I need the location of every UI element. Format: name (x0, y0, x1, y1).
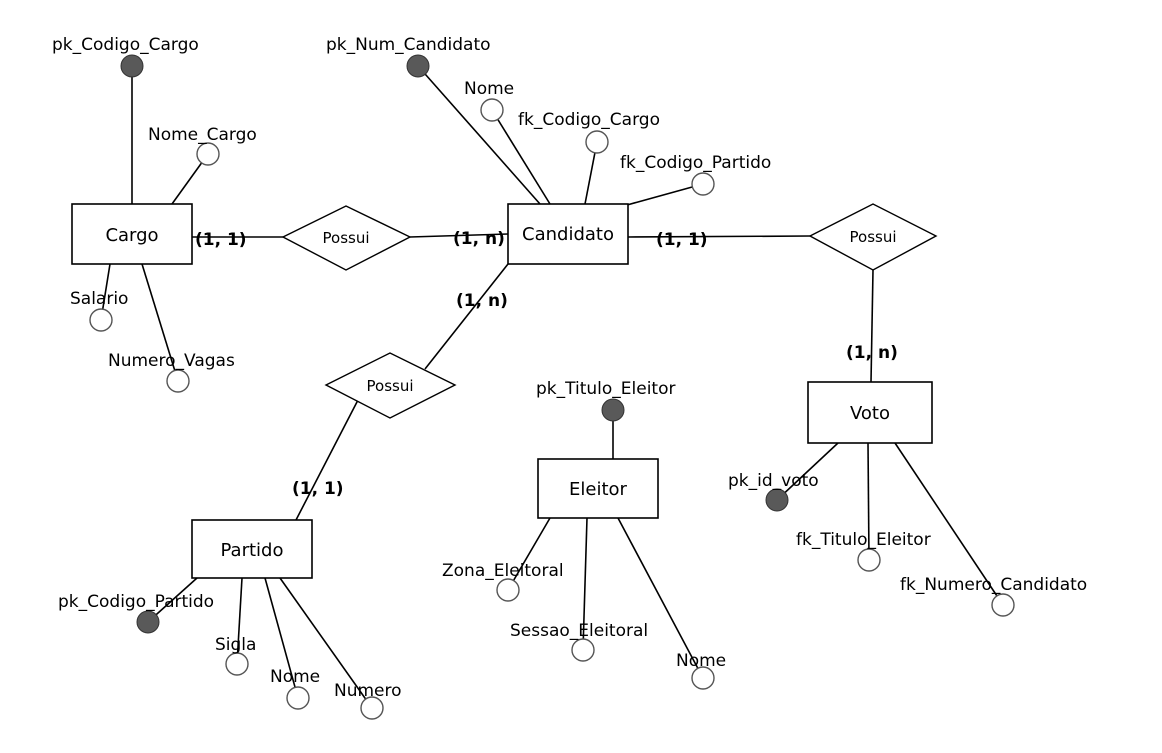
entity-candidato-label: Candidato (522, 224, 614, 245)
fk-titulo-eleitor-label: fk_Titulo_Eleitor (796, 530, 931, 550)
candidato-nome-marker[interactable] (480, 98, 504, 122)
zona-eleitoral-marker[interactable] (496, 578, 520, 602)
pk-titulo-eleitor-marker[interactable] (601, 398, 625, 422)
line-sessao-eleitoral (582, 517, 588, 651)
pk-id-voto-label: pk_id_voto (728, 471, 819, 491)
line-possui-candidato (409, 233, 509, 238)
line-pk-id-voto (776, 442, 839, 501)
pk-num-candidato-marker[interactable] (406, 54, 430, 78)
cardinality-partido-side: (1, 1) (292, 479, 344, 499)
sessao-eleitoral-marker[interactable] (571, 638, 595, 662)
entity-partido-box (191, 519, 313, 579)
line-zona-eleitoral (507, 517, 551, 591)
numero-label: Numero (334, 681, 402, 701)
pk-codigo-cargo-label: pk_Codigo_Cargo (52, 35, 199, 55)
entity-voto-box (807, 381, 933, 444)
relationship-candidato-partido-label: Possui (367, 377, 414, 395)
line-fk-numero-candidato (894, 442, 1004, 606)
line-numero (279, 577, 373, 709)
fk-codigo-partido-label: fk_Codigo_Partido (620, 153, 771, 173)
relationship-candidato-partido[interactable]: Possui (324, 352, 457, 419)
candidato-nome-label: Nome (464, 79, 514, 99)
numero-vagas-marker[interactable] (166, 369, 190, 393)
line-possui-partido (295, 399, 359, 521)
sigla-label: Sigla (215, 635, 256, 655)
entity-cargo-box (71, 203, 193, 265)
relationship-cargo-candidato[interactable]: Possui (281, 205, 412, 271)
entity-cargo-label: Cargo (105, 225, 158, 246)
fk-titulo-eleitor-marker[interactable] (857, 548, 881, 572)
line-possui-voto (870, 269, 874, 383)
pk-codigo-partido-marker[interactable] (136, 610, 160, 634)
relationship-candidato-voto-diamond (808, 203, 938, 271)
relationship-candidato-voto[interactable]: Possui (808, 203, 938, 271)
zona-eleitoral-label: Zona_Eleitoral (442, 561, 564, 581)
salario-marker[interactable] (89, 308, 113, 332)
entity-voto-label: Voto (850, 403, 890, 424)
pk-num-candidato-label: pk_Num_Candidato (326, 35, 491, 55)
relationship-candidato-voto-label: Possui (850, 228, 897, 246)
line-pk-num-candidato (417, 65, 541, 205)
partido-nome-marker[interactable] (286, 686, 310, 710)
fk-numero-candidato-label: fk_Numero_Candidato (900, 575, 1087, 595)
pk-codigo-partido-label: pk_Codigo_Partido (58, 592, 214, 612)
line-sigla (236, 577, 243, 665)
entity-eleitor-box (537, 458, 659, 519)
cardinality-cargo-side: (1, 1) (195, 230, 247, 250)
relationship-cargo-candidato-diamond (281, 205, 412, 271)
cardinality-candidato-cargo-side: (1, n) (453, 229, 505, 249)
entity-voto[interactable]: Voto (807, 381, 933, 444)
line-numero-vagas (141, 263, 179, 382)
eleitor-nome-marker[interactable] (691, 666, 715, 690)
attribute-labels: pk_Codigo_Cargo Nome_Cargo Salario Numer… (52, 35, 1087, 701)
fk-numero-candidato-marker[interactable] (991, 593, 1015, 617)
line-partido-nome (264, 577, 299, 699)
entity-partido[interactable]: Partido (191, 519, 313, 579)
nome-cargo-marker[interactable] (196, 142, 220, 166)
entity-candidato[interactable]: Candidato (507, 203, 629, 265)
entity-candidato-box (507, 203, 629, 265)
cardinality-labels: (1, 1) (1, n) (1, 1) (1, n) (1, n) (1, 1… (195, 229, 898, 499)
line-fk-codigo-partido (626, 183, 704, 206)
pk-codigo-cargo-marker[interactable] (120, 54, 144, 78)
line-eleitor-nome (617, 517, 704, 679)
eleitor-nome-label: Nome (676, 651, 726, 671)
cardinality-candidato-voto-side: (1, 1) (656, 230, 708, 250)
entity-eleitor-label: Eleitor (569, 479, 628, 500)
line-fk-titulo-eleitor (867, 442, 870, 561)
fk-codigo-cargo-label: fk_Codigo_Cargo (518, 110, 660, 130)
numero-marker[interactable] (360, 696, 384, 720)
cardinality-voto-side: (1, n) (846, 343, 898, 363)
fk-codigo-cargo-marker[interactable] (585, 130, 609, 154)
pk-titulo-eleitor-label: pk_Titulo_Eleitor (536, 379, 676, 399)
relationship-candidato-partido-diamond (324, 352, 457, 419)
pk-id-voto-marker[interactable] (765, 488, 789, 512)
line-candidato-possui-voto (627, 235, 811, 238)
salario-label: Salario (70, 289, 128, 309)
line-candidato-nome (491, 109, 551, 205)
attribute-markers (89, 54, 1015, 720)
cardinality-candidato-partido-side: (1, n) (456, 291, 508, 311)
relationship-cargo-candidato-label: Possui (323, 229, 370, 247)
fk-codigo-partido-marker[interactable] (691, 172, 715, 196)
connector-lines (100, 65, 1004, 709)
entity-partido-label: Partido (221, 540, 284, 561)
entity-eleitor[interactable]: Eleitor (537, 458, 659, 519)
numero-vagas-label: Numero_Vagas (108, 351, 235, 371)
sigla-marker[interactable] (225, 652, 249, 676)
sessao-eleitoral-label: Sessao_Eleitoral (510, 621, 648, 641)
entity-cargo[interactable]: Cargo (71, 203, 193, 265)
partido-nome-label: Nome (270, 667, 320, 687)
line-candidato-possui-partido (424, 263, 509, 370)
nome-cargo-label: Nome_Cargo (148, 125, 257, 145)
